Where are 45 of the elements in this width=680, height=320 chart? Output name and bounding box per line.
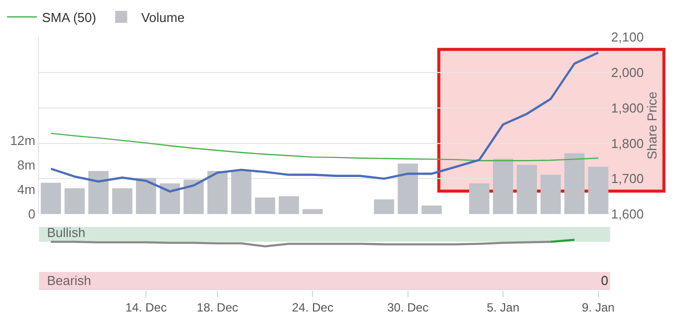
bar [278, 196, 299, 214]
y-tick-label: 1,900 [611, 100, 644, 116]
band-label: Bullish [47, 225, 86, 240]
bar [207, 171, 228, 214]
bar [374, 199, 394, 214]
bar [160, 183, 180, 214]
y-axis-title: Share Price [644, 92, 660, 160]
annotation: 0 [601, 273, 608, 288]
x-tick-label: 9. Jan [582, 300, 615, 314]
bar [469, 183, 490, 214]
bar [492, 158, 514, 214]
y2-tick-label: 8m [17, 157, 36, 172]
y-tick-label: 1,800 [611, 136, 644, 151]
bar [564, 153, 585, 214]
bar [398, 164, 418, 214]
y2-tick-label: 12m [10, 132, 36, 148]
y2-tick-label: 0 [28, 206, 36, 222]
y-tick-label: 2,100 [611, 30, 644, 45]
band-label: Bearish [47, 273, 92, 288]
bar [588, 166, 608, 214]
bar [254, 198, 276, 214]
bar [302, 209, 323, 214]
bar [184, 180, 204, 214]
bar [540, 174, 561, 214]
y2-tick-label: 4m [17, 182, 36, 198]
bar [422, 205, 442, 214]
bar [136, 178, 156, 214]
bar [112, 188, 132, 214]
x-tick-label: 24. Dec [292, 300, 334, 314]
bar [88, 171, 109, 214]
bar [231, 171, 252, 214]
bar [64, 188, 85, 214]
x-tick-label: 18. Dec [196, 300, 238, 314]
x-tick-label: 14. Dec [125, 300, 167, 314]
line-series [50, 51, 600, 193]
bar [516, 164, 537, 214]
x-tick-label: 30. Dec [387, 300, 429, 314]
y-tick-label: 1,600 [611, 206, 644, 222]
line-series [50, 132, 599, 162]
legend-label: Volume [141, 10, 185, 25]
y-tick-label: 1,700 [611, 171, 644, 186]
y-tick-label: 2,000 [611, 64, 644, 80]
x-tick-label: 5. Jan [486, 300, 520, 314]
legend-label: SMA (50) [42, 10, 96, 25]
bar [40, 182, 61, 214]
